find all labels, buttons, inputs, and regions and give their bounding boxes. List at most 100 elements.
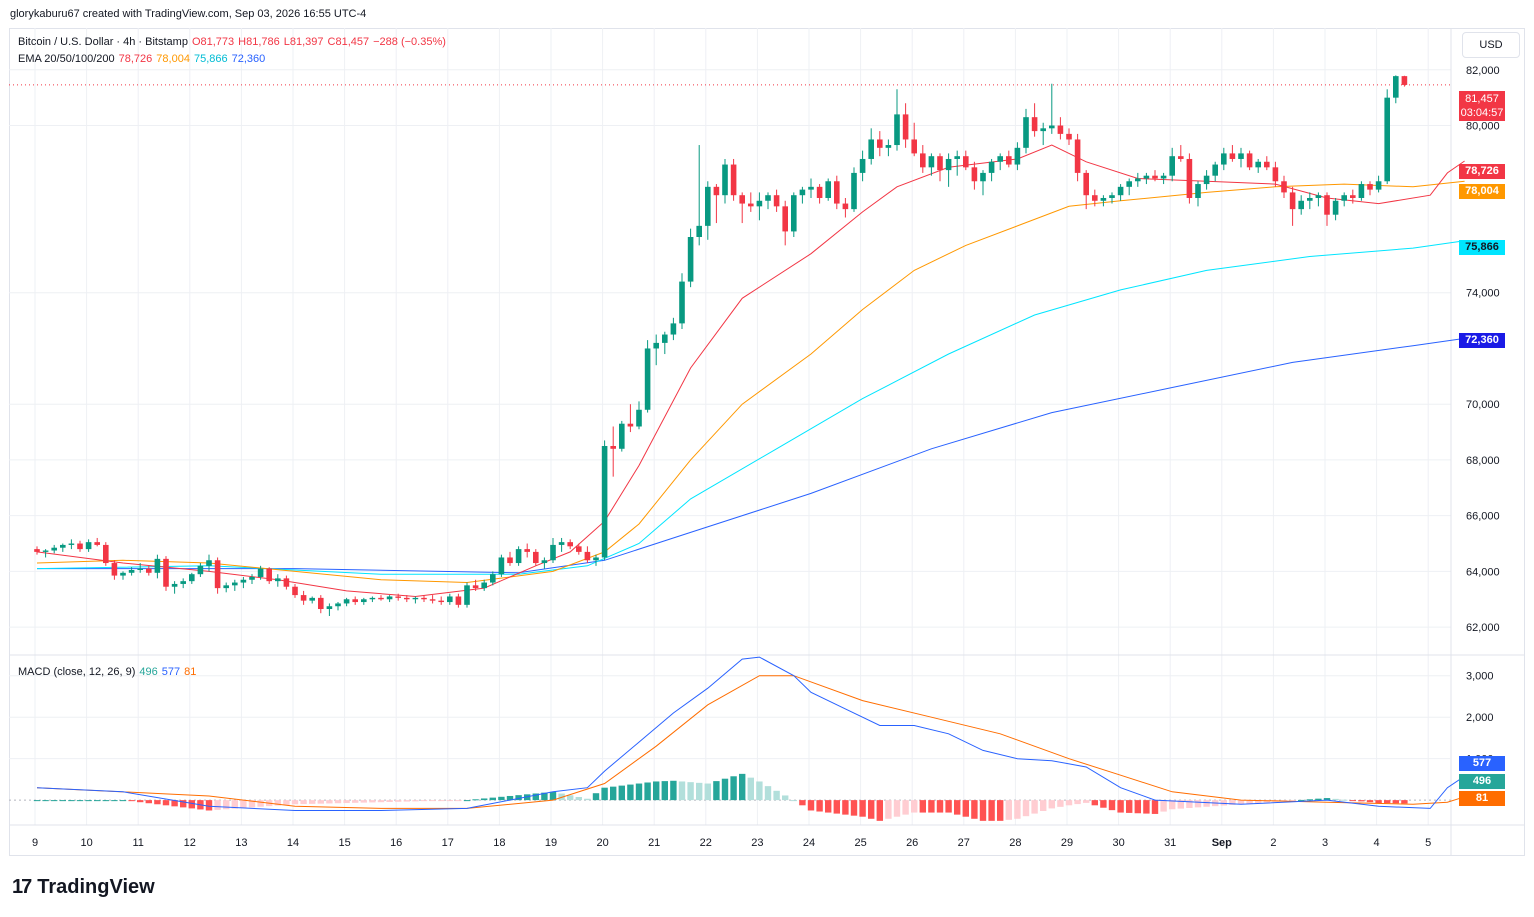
candle-body [352,599,358,603]
candle-body [103,544,109,564]
macd-histogram-bar [618,785,625,801]
macd-histogram-bar [1323,798,1331,801]
x-axis-tick-label: 9 [32,837,38,849]
macd-histogram-bar [481,798,488,801]
macd-histogram-bar [68,800,75,802]
y-axis-tick-label: 66,000 [1466,511,1500,523]
macd-histogram-bar [592,793,600,801]
macd-histogram-bar [1048,800,1055,809]
candle-body [283,578,290,587]
macd-histogram-bar [1375,800,1382,804]
candle-body [1031,117,1038,132]
macd-histogram-bar [764,786,772,801]
macd-histogram-bar [936,800,944,813]
candle-body [558,542,565,545]
candle-body [1246,153,1253,168]
candle-body [507,557,513,564]
candle-body [309,597,315,601]
macd-line-value: 577 [161,666,181,678]
macd-histogram-bar [1263,800,1270,803]
candle-body [171,583,178,587]
candle-body [120,572,126,576]
candle-body [1083,172,1089,196]
macd-histogram-bar [1229,800,1236,805]
candle-body [412,597,419,600]
macd-histogram-bar [1100,800,1107,808]
candle-body [902,114,909,140]
ohlc-low: L81,397 [283,36,324,48]
macd-histogram-bar [1126,800,1133,813]
candle-body [1238,153,1244,159]
macd-histogram-bar [696,782,703,801]
macd-histogram-bar [94,800,101,802]
ema200-line [37,337,1465,574]
candle-body [404,597,410,600]
macd-histogram-bar [1022,800,1030,817]
candle-body [1229,153,1236,159]
macd-histogram-bar [515,795,522,801]
candle-body [275,578,281,582]
symbol-legend[interactable]: Bitcoin / U.S. Dollar · 4h · Bitstamp O81… [18,36,450,48]
ema200-value: 72,360 [231,53,266,65]
candle-body [601,446,608,558]
macd-legend[interactable]: MACD (close, 12, 26, 9) 496 577 81 [18,666,200,678]
macd-histogram-bar [205,800,213,811]
candle-body [576,546,582,552]
candle-body [464,585,470,605]
candle-body [1117,186,1124,196]
candle-body [146,568,152,573]
candle-body [455,596,462,605]
x-axis-tick-label: 19 [545,837,557,849]
candle-body [1023,117,1029,148]
macd-histogram-bar [979,800,987,821]
macd-histogram-bar [1091,800,1098,806]
macd-histogram-bar [274,800,281,806]
currency-button[interactable]: USD [1462,32,1520,58]
macd-histogram-bar [506,795,514,801]
macd-histogram-bar [799,800,806,806]
macd-histogram-bar [687,782,694,801]
macd-histogram-bar [162,800,170,806]
macd-histogram-bar [704,783,711,801]
candle-body [1212,164,1218,176]
macd-histogram-bar [1014,800,1021,819]
candle-body [662,334,668,343]
x-axis-tick-label: 30 [1112,837,1124,849]
macd-histogram-bar [119,800,127,802]
candle-body [1203,175,1210,185]
x-axis-tick-label: 11 [132,837,143,849]
y-axis-tick-label: 68,000 [1466,455,1500,467]
macd-histogram-bar [214,800,221,810]
macd-histogram-bar [1392,800,1399,804]
x-axis-tick-label: 31 [1164,837,1176,849]
candle-body [232,582,238,586]
macd-histogram-bar [180,800,187,808]
tradingview-logo-icon: 17 [12,876,32,898]
ema-legend[interactable]: EMA 20/50/100/200 78,726 78,004 75,866 72,36… [18,53,269,65]
candle-body [619,423,625,449]
candle-body [1307,197,1313,201]
candle-body [1332,200,1339,215]
macd-histogram-bar [842,800,849,815]
candle-body [378,597,384,600]
macd-label: MACD (close, 12, 26, 9) [18,666,136,678]
macd-histogram-bar [472,799,479,801]
ema100-value: 75,866 [193,53,228,65]
candle-body [318,597,324,610]
tradingview-logo[interactable]: 17 TradingView [12,876,155,899]
candle-body [472,585,479,589]
macd-y-tick-label: 2,000 [1466,712,1494,724]
macd-histogram-bar [1031,800,1038,814]
candle-body [644,348,651,410]
macd-histogram-bar [76,800,84,802]
candle-body [1221,153,1227,165]
candle-body [326,606,333,610]
candle-body [705,186,711,226]
ema100-line [36,240,1465,575]
macd-histogram-bar [1151,800,1159,814]
candle-body [722,164,728,196]
x-axis-tick-label: 23 [751,837,763,849]
macd-signal-value: 81 [184,666,197,678]
candle-body [799,189,806,196]
